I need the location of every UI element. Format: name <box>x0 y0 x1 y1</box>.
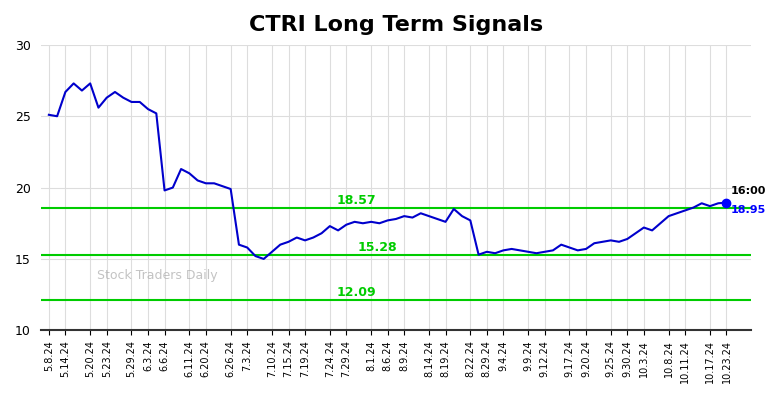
Text: 18.57: 18.57 <box>337 194 376 207</box>
Text: 16:00: 16:00 <box>731 186 766 196</box>
Title: CTRI Long Term Signals: CTRI Long Term Signals <box>249 15 543 35</box>
Text: Stock Traders Daily: Stock Traders Daily <box>97 269 218 282</box>
Text: 18.95: 18.95 <box>731 205 766 215</box>
Text: 12.09: 12.09 <box>337 286 376 299</box>
Text: 15.28: 15.28 <box>358 241 397 254</box>
